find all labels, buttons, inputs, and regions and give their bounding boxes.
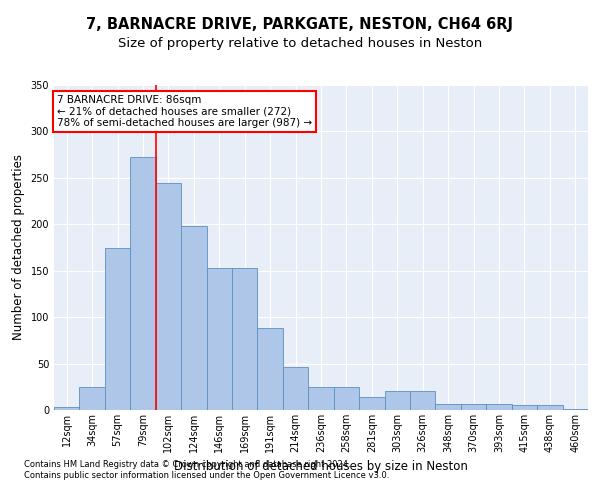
- Bar: [283, 368, 308, 410]
- Bar: [461, 404, 486, 410]
- Bar: [257, 328, 283, 410]
- Bar: [105, 248, 130, 410]
- Bar: [436, 404, 461, 410]
- Bar: [308, 387, 334, 410]
- Bar: [359, 397, 385, 410]
- Text: 7 BARNACRE DRIVE: 86sqm
← 21% of detached houses are smaller (272)
78% of semi-d: 7 BARNACRE DRIVE: 86sqm ← 21% of detache…: [56, 95, 312, 128]
- Bar: [410, 392, 436, 410]
- Bar: [156, 182, 181, 410]
- Bar: [537, 406, 563, 410]
- Bar: [54, 407, 79, 410]
- Y-axis label: Number of detached properties: Number of detached properties: [12, 154, 25, 340]
- Text: Contains public sector information licensed under the Open Government Licence v3: Contains public sector information licen…: [24, 471, 389, 480]
- Bar: [79, 387, 105, 410]
- Text: Size of property relative to detached houses in Neston: Size of property relative to detached ho…: [118, 38, 482, 51]
- Text: 7, BARNACRE DRIVE, PARKGATE, NESTON, CH64 6RJ: 7, BARNACRE DRIVE, PARKGATE, NESTON, CH6…: [86, 18, 514, 32]
- Bar: [181, 226, 206, 410]
- Bar: [512, 406, 537, 410]
- Bar: [563, 409, 588, 410]
- Bar: [232, 268, 257, 410]
- Bar: [130, 158, 156, 410]
- Bar: [486, 404, 512, 410]
- Text: Contains HM Land Registry data © Crown copyright and database right 2024.: Contains HM Land Registry data © Crown c…: [24, 460, 350, 469]
- Bar: [206, 268, 232, 410]
- Bar: [334, 387, 359, 410]
- X-axis label: Distribution of detached houses by size in Neston: Distribution of detached houses by size …: [174, 460, 468, 473]
- Bar: [385, 392, 410, 410]
